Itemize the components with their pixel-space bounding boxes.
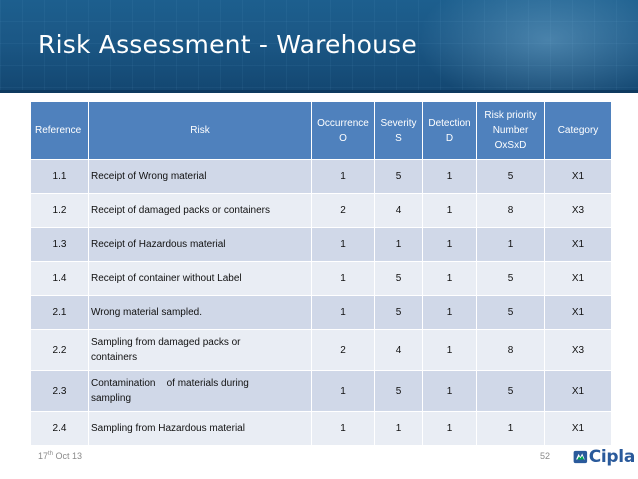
table-row: 2.3 Contamination of materials during sam… — [30, 370, 612, 412]
cell-severity: 5 — [374, 261, 423, 296]
cell-risk-line-2: sampling — [91, 393, 132, 404]
cell-rpn: 5 — [476, 159, 545, 194]
cell-rpn: 5 — [476, 295, 545, 330]
table-row: 2.2 Sampling from damaged packs or contai… — [30, 329, 612, 371]
cell-detection: 1 — [422, 193, 477, 228]
header-severity-label: Severity — [380, 117, 417, 129]
cell-risk: Receipt of damaged packs or containers — [88, 193, 312, 228]
cell-risk: Sampling from damaged packs or containers — [88, 329, 312, 371]
logo-wordmark: Cipla — [588, 447, 636, 467]
table-row: 2.1 Wrong material sampled. 1 5 1 5 X1 — [30, 295, 612, 330]
header-occurrence: Occurrence O — [311, 101, 375, 160]
cell-severity: 5 — [374, 159, 423, 194]
slide-date: 17th Oct 13 — [38, 451, 82, 461]
cell-risk: Sampling from Hazardous material — [88, 411, 312, 446]
cell-risk-line-1: Sampling from damaged packs or — [91, 337, 241, 348]
cell-severity: 5 — [374, 370, 423, 412]
header-risk-priority-number: Risk priority Number OxSxD — [476, 101, 545, 160]
cell-severity: 4 — [374, 193, 423, 228]
cell-reference: 1.2 — [30, 193, 89, 228]
cell-reference: 2.1 — [30, 295, 89, 330]
cell-risk: Receipt of Wrong material — [88, 159, 312, 194]
cell-risk: Contamination of materials during samplin… — [88, 370, 312, 412]
cell-reference: 2.2 — [30, 329, 89, 371]
cell-reference: 1.1 — [30, 159, 89, 194]
cell-category: X1 — [544, 411, 612, 446]
cell-severity: 1 — [374, 411, 423, 446]
cell-category: X1 — [544, 370, 612, 412]
cell-category: X1 — [544, 295, 612, 330]
header-risk: Risk — [88, 101, 312, 160]
cell-category: X1 — [544, 227, 612, 262]
header-detection-symbol: D — [445, 132, 454, 144]
header-rpn-label-1: Risk priority — [484, 110, 537, 121]
risk-assessment-table: Reference Risk Occurrence O Severity S Det… — [30, 101, 612, 446]
page-number: 52 — [540, 451, 551, 461]
cell-severity: 4 — [374, 329, 423, 371]
cell-detection: 1 — [422, 370, 477, 412]
title-banner — [0, 0, 638, 93]
cell-occurrence: 1 — [311, 370, 375, 412]
cell-reference: 2.4 — [30, 411, 89, 446]
cell-detection: 1 — [422, 295, 477, 330]
cell-rpn: 5 — [476, 370, 545, 412]
cell-occurrence: 1 — [311, 411, 375, 446]
cell-detection: 1 — [422, 227, 477, 262]
cell-rpn: 1 — [476, 227, 545, 262]
header-severity-symbol: S — [395, 132, 402, 144]
cell-risk-line-1: Contamination of materials during — [91, 378, 249, 389]
cell-occurrence: 2 — [311, 193, 375, 228]
cipla-logo: Cipla — [573, 444, 635, 470]
cell-rpn: 5 — [476, 261, 545, 296]
header-rpn-formula: OxSxD — [494, 140, 527, 151]
cell-risk-line-2: containers — [91, 352, 138, 363]
header-reference: Reference — [30, 101, 89, 160]
header-category: Category — [544, 101, 612, 160]
cell-category: X3 — [544, 193, 612, 228]
cell-category: X1 — [544, 261, 612, 296]
date-day: 17 — [38, 451, 49, 461]
table-row: 1.3 Receipt of Hazardous material 1 1 1 … — [30, 227, 612, 262]
cell-detection: 1 — [422, 159, 477, 194]
cell-severity: 1 — [374, 227, 423, 262]
header-occurrence-label: Occurrence — [317, 117, 369, 129]
cell-occurrence: 2 — [311, 329, 375, 371]
header-occurrence-symbol: O — [339, 132, 347, 144]
banner-glow — [418, 0, 638, 93]
date-month-year: Oct 13 — [53, 451, 83, 461]
cell-reference: 2.3 — [30, 370, 89, 412]
cell-occurrence: 1 — [311, 261, 375, 296]
cell-occurrence: 1 — [311, 295, 375, 330]
table-row: 1.1 Receipt of Wrong material 1 5 1 5 X1 — [30, 159, 612, 194]
header-detection: Detection D — [422, 101, 477, 160]
cell-reference: 1.4 — [30, 261, 89, 296]
cell-detection: 1 — [422, 329, 477, 371]
cell-severity: 5 — [374, 295, 423, 330]
cell-occurrence: 1 — [311, 227, 375, 262]
cell-rpn: 1 — [476, 411, 545, 446]
cell-occurrence: 1 — [311, 159, 375, 194]
cell-risk: Receipt of container without Label — [88, 261, 312, 296]
cell-risk: Receipt of Hazardous material — [88, 227, 312, 262]
banner-divider — [0, 90, 638, 93]
table-row: 1.2 Receipt of damaged packs or containe… — [30, 193, 612, 228]
cell-rpn: 8 — [476, 329, 545, 371]
slide-title: Risk Assessment - Warehouse — [38, 30, 417, 59]
header-detection-label: Detection — [428, 117, 471, 129]
table-row: 1.4 Receipt of container without Label 1… — [30, 261, 612, 296]
cell-reference: 1.3 — [30, 227, 89, 262]
cell-detection: 1 — [422, 261, 477, 296]
table-row: 2.4 Sampling from Hazardous material 1 1… — [30, 411, 612, 446]
cell-category: X1 — [544, 159, 612, 194]
cell-category: X3 — [544, 329, 612, 371]
cell-detection: 1 — [422, 411, 477, 446]
header-rpn-label-2: Number — [492, 125, 529, 136]
date-suffix: th — [48, 451, 54, 457]
cell-risk: Wrong material sampled. — [88, 295, 312, 330]
logo-mark-icon — [573, 450, 588, 464]
header-severity: Severity S — [374, 101, 423, 160]
banner-grid-pattern — [0, 0, 638, 93]
cell-rpn: 8 — [476, 193, 545, 228]
table-header-row: Reference Risk Occurrence O Severity S Det… — [30, 101, 612, 160]
